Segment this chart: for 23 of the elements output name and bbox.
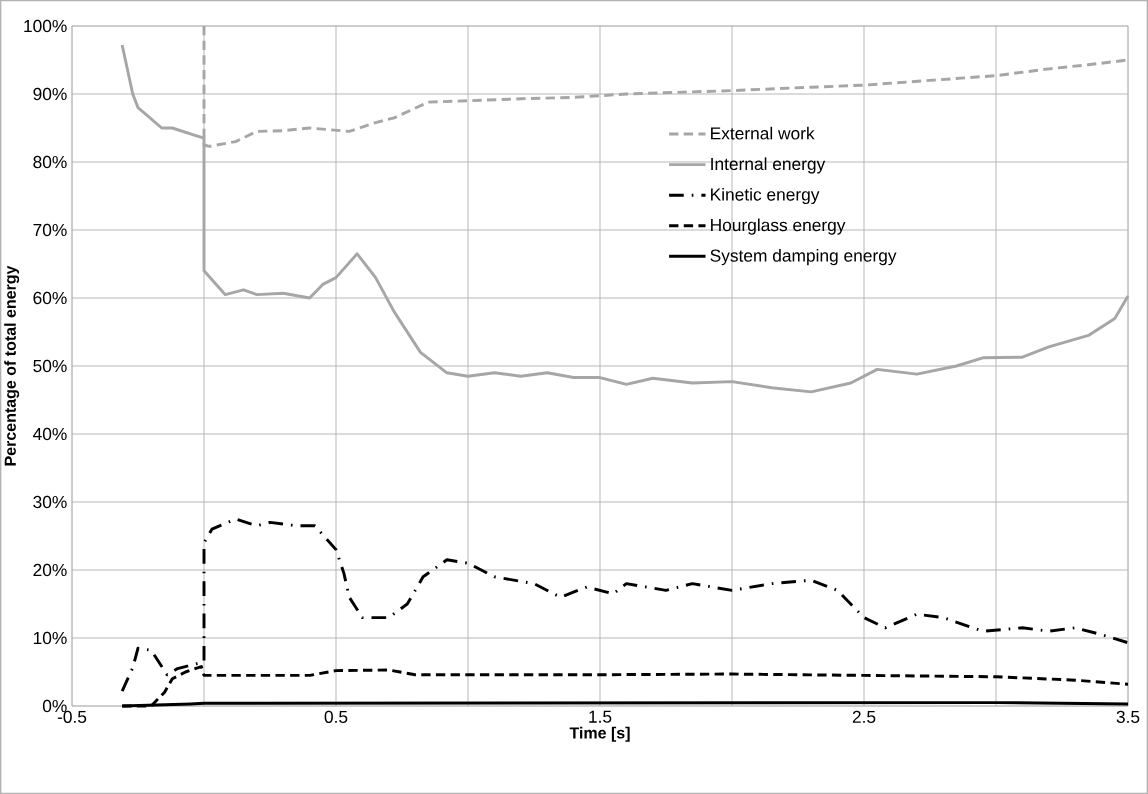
legend-label: Kinetic energy — [711, 187, 820, 205]
legend-label: Hourglass energy — [711, 218, 846, 235]
y-tick-label: 10% — [33, 631, 67, 645]
y-tick-label: 100% — [24, 19, 67, 33]
y-tick-label: 90% — [33, 87, 67, 101]
legend-label: External work — [711, 126, 815, 140]
y-tick-label: 60% — [33, 291, 67, 305]
x-tick-label: 0.5 — [324, 710, 348, 723]
y-tick-label: 50% — [33, 359, 67, 373]
x-axis-title: Time [s] — [569, 726, 630, 742]
y-axis-title: Percentage of total energy — [4, 265, 20, 466]
y-tick-label: 0% — [42, 699, 67, 713]
y-tick-label: 30% — [33, 495, 67, 509]
x-tick-label: 2.5 — [852, 710, 876, 723]
y-tick-label: 70% — [33, 223, 67, 237]
x-tick-label: 3.5 — [1116, 710, 1140, 723]
y-tick-label: 40% — [33, 427, 67, 441]
legend-label: System damping energy — [710, 249, 897, 266]
x-tick-label: 1.5 — [589, 710, 612, 723]
x-tick-label: -0.5 — [57, 710, 87, 723]
y-tick-label: 80% — [33, 155, 67, 169]
legend-label: Internal energy — [711, 157, 826, 174]
y-tick-label: 20% — [33, 563, 67, 577]
